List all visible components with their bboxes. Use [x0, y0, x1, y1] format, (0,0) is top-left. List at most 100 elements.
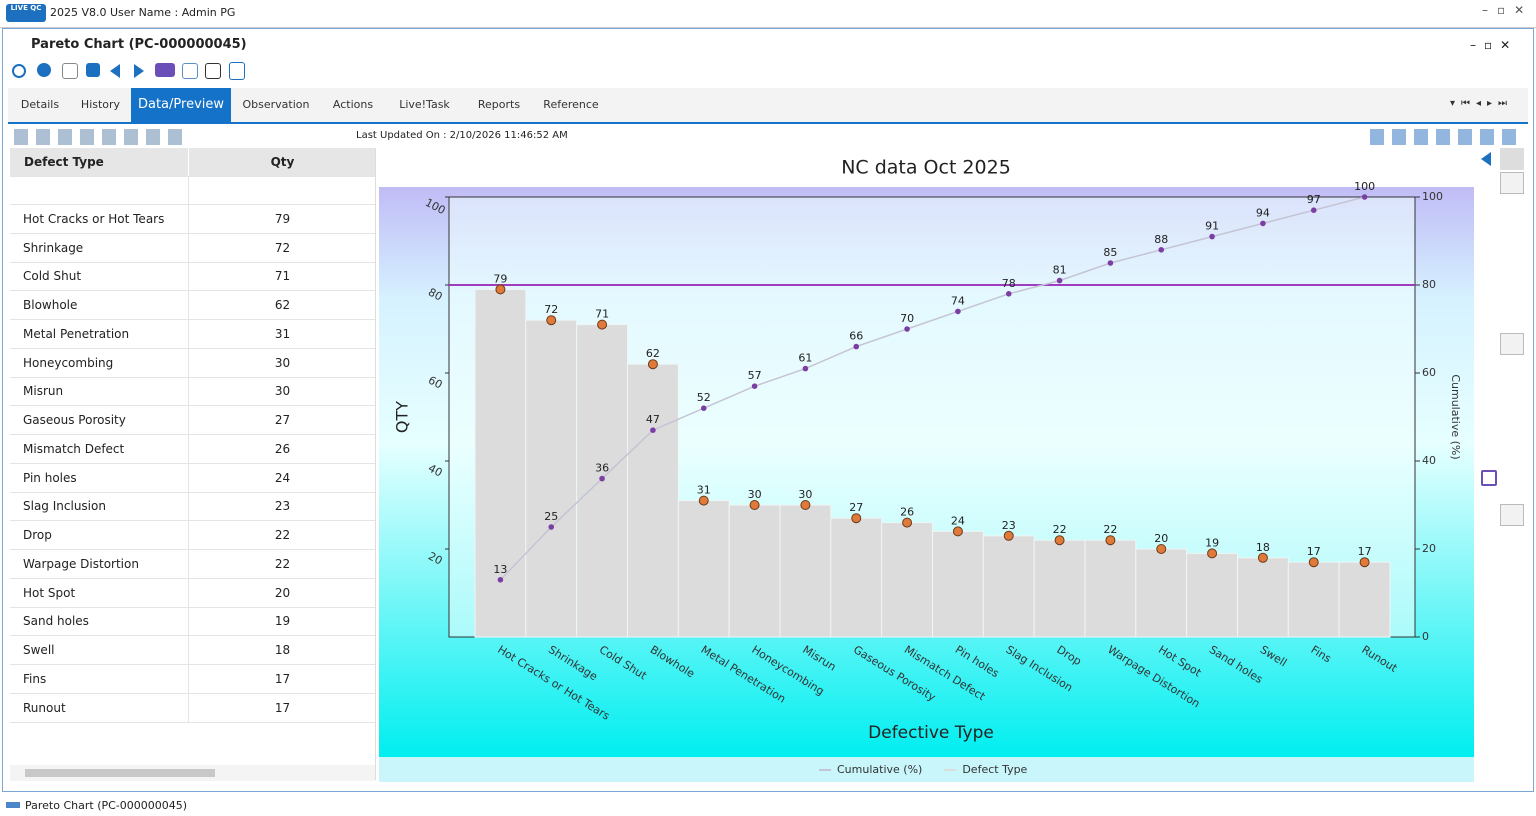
- bar: [1033, 539, 1086, 638]
- check-button[interactable]: [182, 63, 198, 79]
- grid-row[interactable]: Mismatch Defect 26: [10, 435, 375, 464]
- chart: NC data Oct 2025 Defective Type QTY Cumu…: [379, 150, 1474, 782]
- scroll-mid-button[interactable]: [1500, 333, 1524, 355]
- bar-label: 62: [646, 347, 660, 360]
- grid-row[interactable]: Hot Cracks or Hot Tears 79: [10, 205, 375, 234]
- cumulative-point: [1056, 277, 1063, 284]
- cumulative-line: [499, 196, 1365, 581]
- sub-toolbar[interactable]: [14, 129, 189, 145]
- column-header[interactable]: Defect Type: [24, 155, 104, 169]
- y2-tick-label: 20: [1422, 542, 1436, 555]
- bar-point: [495, 284, 506, 295]
- grid-row[interactable]: Hot Spot 20: [10, 578, 375, 608]
- tab[interactable]: Observation: [242, 98, 310, 111]
- add-button[interactable]: [37, 63, 51, 77]
- scroll-up-button[interactable]: [1500, 172, 1524, 194]
- cumulative-point: [1361, 194, 1368, 200]
- grid-row[interactable]: Blowhole 62: [10, 291, 375, 320]
- cumulative-point: [904, 326, 910, 332]
- grid-row[interactable]: Honeycombing 30: [10, 348, 376, 378]
- scroll-down-button[interactable]: [1500, 504, 1524, 526]
- refresh-button[interactable]: [12, 64, 26, 78]
- cumulative-point: [1005, 291, 1012, 297]
- grid-row[interactable]: Shrinkage 72: [10, 233, 375, 263]
- tab-scroll[interactable]: ▾⏮◂▸⏭: [1450, 98, 1514, 109]
- grid-row[interactable]: Sand holes 19: [10, 607, 376, 637]
- cumulative-label: 85: [1103, 246, 1117, 259]
- bar-label: 30: [748, 488, 762, 501]
- scrollbar[interactable]: [10, 765, 375, 781]
- tab[interactable]: Live!Task: [399, 98, 450, 111]
- cumulative-label: 91: [1205, 220, 1219, 233]
- grid-button[interactable]: [205, 63, 221, 79]
- grid-row[interactable]: Cold Shut 71: [10, 262, 375, 292]
- cumulative-point: [650, 427, 656, 434]
- tab[interactable]: Data/Preview: [131, 88, 231, 122]
- action-button[interactable]: [155, 63, 175, 77]
- defect-type-cell: Cold Shut: [23, 269, 82, 284]
- legend-area: [379, 757, 1474, 782]
- bar-label: 26: [900, 506, 914, 519]
- defect-type-cell: Swell: [23, 643, 55, 658]
- grid-filter-row[interactable]: [10, 176, 375, 205]
- grid-row[interactable]: Misrun 30: [10, 377, 375, 407]
- cumulative-point: [751, 383, 758, 389]
- grid-row[interactable]: Runout 17: [10, 693, 375, 723]
- toolbar: [12, 62, 252, 80]
- cumulative-point: [599, 475, 605, 482]
- defect-type-cell: Metal Penetration: [23, 326, 130, 341]
- bar: [1084, 539, 1137, 638]
- prev-button[interactable]: [110, 64, 120, 78]
- grid-row[interactable]: Warpage Distortion 22: [10, 550, 375, 579]
- cumulative-point: [497, 577, 504, 583]
- grid-row[interactable]: Gaseous Porosity 27: [10, 406, 375, 435]
- qty-cell: 19: [188, 607, 376, 636]
- grid-row[interactable]: Drop 22: [10, 521, 375, 550]
- tab[interactable]: Details: [20, 98, 60, 111]
- cumulative-label: 81: [1053, 264, 1067, 277]
- grid-row[interactable]: Slag Inclusion 23: [10, 492, 375, 522]
- grid-row[interactable]: Metal Penetration 31: [10, 320, 375, 349]
- column-header[interactable]: Qty: [188, 148, 376, 176]
- bar-point: [749, 500, 760, 510]
- grid-row[interactable]: Swell 18: [10, 636, 375, 665]
- status-icon: [6, 802, 20, 808]
- bar-label: 30: [798, 488, 812, 501]
- cumulative-point: [1310, 207, 1317, 213]
- tab[interactable]: Actions: [332, 98, 374, 111]
- grid-row[interactable]: Pin holes 24: [10, 463, 375, 493]
- qty-cell: 27: [188, 406, 376, 434]
- bar-label: 31: [697, 484, 711, 497]
- copy-button[interactable]: [62, 63, 78, 79]
- window-controls[interactable]: –▫✕: [1482, 3, 1534, 17]
- pin-button[interactable]: [1481, 470, 1497, 486]
- bar: [1338, 561, 1391, 638]
- list-button[interactable]: [229, 62, 245, 80]
- qty-cell: 30: [188, 348, 376, 377]
- scroll-thumb[interactable]: [25, 769, 215, 777]
- chart-toolbar[interactable]: [1370, 129, 1520, 145]
- next-button[interactable]: [134, 64, 144, 78]
- qty-cell: 79: [188, 205, 376, 233]
- y2-tick-label: 0: [1422, 630, 1429, 643]
- tab[interactable]: History: [80, 98, 121, 111]
- tab[interactable]: Reports: [477, 98, 521, 111]
- grid-row[interactable]: Fins 17: [10, 665, 375, 694]
- y-tick-label: 80: [426, 286, 444, 304]
- delete-button[interactable]: [86, 63, 100, 77]
- tab[interactable]: Reference: [543, 98, 599, 111]
- side-button[interactable]: [1500, 148, 1524, 170]
- bar-point: [1054, 535, 1065, 546]
- y2-tick-label: 100: [1422, 190, 1443, 203]
- document-controls[interactable]: –▫✕: [1470, 38, 1519, 52]
- defect-type-cell: Honeycombing: [23, 355, 114, 370]
- bar: [1186, 552, 1239, 638]
- bar: [627, 363, 679, 638]
- cumulative-label: 70: [900, 312, 914, 325]
- bar-label: 79: [493, 272, 507, 285]
- bar-point: [1003, 530, 1014, 541]
- qty-cell: 31: [188, 320, 376, 348]
- defect-type-cell: Runout: [23, 700, 66, 715]
- collapse-button[interactable]: [1481, 152, 1491, 166]
- qty-cell: 62: [188, 291, 376, 319]
